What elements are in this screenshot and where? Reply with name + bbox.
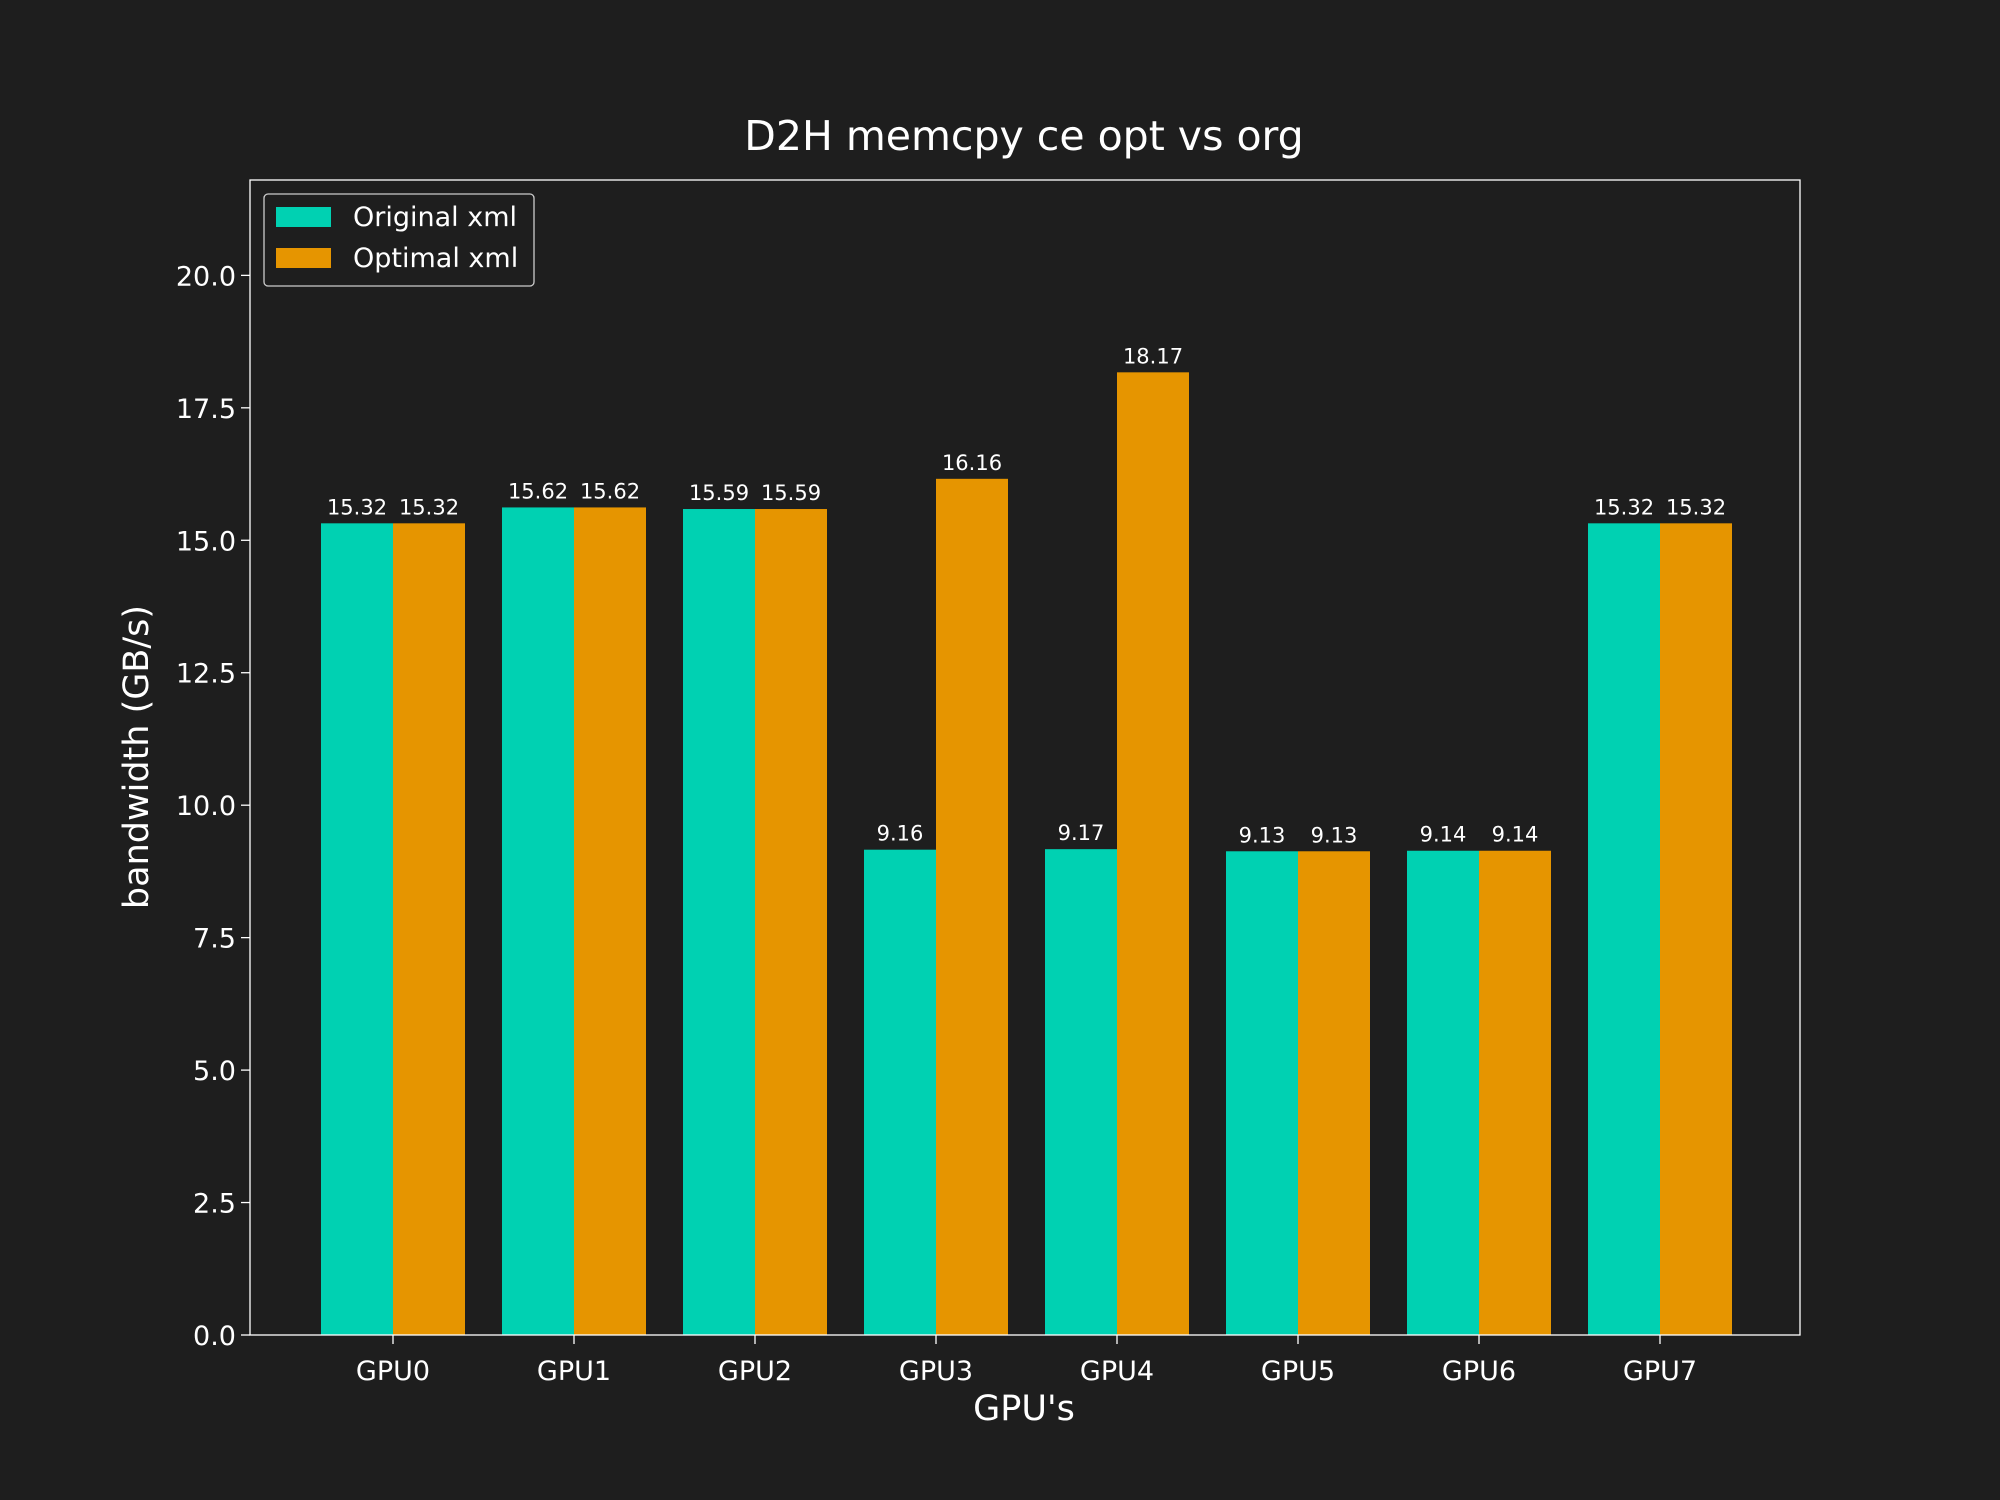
- bar-gpu1-series-0: [502, 507, 574, 1335]
- bar-gpu3-series-1: [936, 478, 1008, 1335]
- legend-swatch-series-0: [276, 207, 331, 227]
- bar-value-label: 9.13: [1239, 823, 1286, 847]
- bar-gpu6-series-1: [1479, 850, 1551, 1335]
- y-axis: 0.0 2.5 5.0 7.5 10.0 12.5 15.0 17.5 20.0: [176, 261, 250, 1352]
- bar-gpu7-series-0: [1588, 523, 1660, 1335]
- bar-gpu0-series-0: [321, 523, 393, 1335]
- y-tick-label: 15.0: [176, 526, 236, 557]
- bar-value-label: 15.59: [761, 481, 821, 505]
- bar-value-label: 15.32: [399, 495, 459, 519]
- bar-value-label: 9.16: [877, 822, 924, 846]
- y-tick-label: 17.5: [176, 394, 236, 425]
- bar-gpu4-series-0: [1045, 849, 1117, 1335]
- x-tick-label: GPU1: [537, 1356, 611, 1387]
- chart-title: D2H memcpy ce opt vs org: [744, 112, 1303, 160]
- legend: Original xml Optimal xml: [263, 193, 535, 287]
- x-tick-label: GPU6: [1442, 1356, 1516, 1387]
- bar-value-label: 9.14: [1420, 823, 1467, 847]
- y-tick-label: 0.0: [193, 1321, 236, 1352]
- bar-value-label: 18.17: [1123, 344, 1183, 368]
- plot-frame: [249, 179, 1801, 1336]
- x-axis-label: GPU's: [973, 1389, 1075, 1429]
- bar-value-label: 15.32: [1666, 495, 1726, 519]
- bar-gpu0-series-1: [393, 523, 465, 1335]
- y-tick-label: 12.5: [176, 659, 236, 690]
- y-axis-label: bandwidth (GB/s): [117, 605, 157, 909]
- y-tick-label: 2.5: [193, 1189, 236, 1220]
- bar-value-label: 15.62: [580, 479, 640, 503]
- x-tick-label: GPU2: [718, 1356, 792, 1387]
- y-tick-label: 10.0: [176, 791, 236, 822]
- x-tick-label: GPU5: [1261, 1356, 1335, 1387]
- y-tick-label: 7.5: [193, 924, 236, 955]
- legend-label-series-1: Optimal xml: [353, 243, 518, 274]
- bar-value-label: 9.13: [1311, 823, 1358, 847]
- bar-gpu2-series-0: [683, 509, 755, 1335]
- bar-gpu7-series-1: [1660, 523, 1732, 1335]
- legend-box: [263, 193, 535, 287]
- bar-gpu6-series-0: [1407, 850, 1479, 1335]
- legend-label-series-0: Original xml: [353, 202, 517, 233]
- y-tick-label: 5.0: [193, 1056, 236, 1087]
- bar-gpu1-series-1: [574, 507, 646, 1335]
- bar-gpu5-series-0: [1226, 851, 1298, 1335]
- x-axis: GPU0 GPU1 GPU2 GPU3 GPU4 GPU5 GPU6 GPU7: [356, 1335, 1697, 1387]
- bar-value-label: 15.62: [508, 479, 568, 503]
- x-tick-label: GPU7: [1623, 1356, 1697, 1387]
- x-tick-label: GPU0: [356, 1356, 430, 1387]
- bar-value-label: 15.32: [327, 495, 387, 519]
- x-tick-label: GPU4: [1080, 1356, 1154, 1387]
- bar-gpu4-series-1: [1117, 372, 1189, 1336]
- bar-value-label: 16.16: [942, 451, 1002, 475]
- bar-value-label: 15.32: [1594, 495, 1654, 519]
- bar-gpu2-series-1: [755, 509, 827, 1335]
- bar-gpu5-series-1: [1298, 851, 1370, 1335]
- bar-value-label: 15.59: [689, 481, 749, 505]
- value-labels-layer: 15.32 15.62 15.59 9.16 9.17 9.13 9.14 15.32 15.3…: [327, 344, 1726, 847]
- legend-swatch-series-1: [276, 248, 331, 268]
- bar-value-label: 9.17: [1058, 821, 1105, 845]
- bar-value-label: 9.14: [1492, 823, 1539, 847]
- x-tick-label: GPU3: [899, 1356, 973, 1387]
- y-tick-label: 20.0: [176, 261, 236, 292]
- bars-layer: [321, 372, 1732, 1336]
- bar-gpu3-series-0: [864, 849, 936, 1335]
